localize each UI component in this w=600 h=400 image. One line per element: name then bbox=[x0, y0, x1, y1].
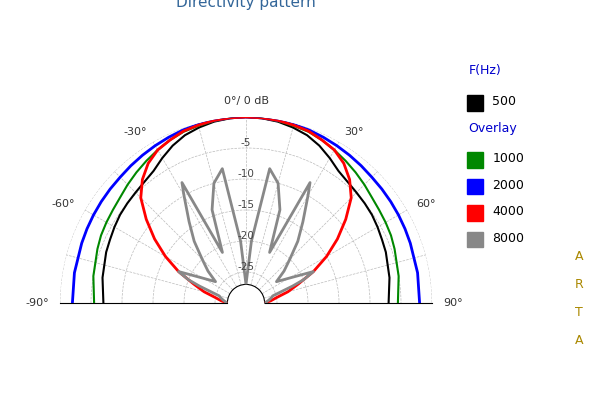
Text: -30°: -30° bbox=[124, 127, 148, 137]
Text: Overlay: Overlay bbox=[469, 122, 517, 134]
Text: -15: -15 bbox=[238, 200, 254, 210]
Text: -20: -20 bbox=[238, 231, 254, 241]
Bar bbox=[467, 95, 484, 110]
Text: A: A bbox=[575, 250, 583, 263]
Text: A: A bbox=[575, 334, 583, 347]
Text: R: R bbox=[575, 278, 583, 291]
Text: 60°: 60° bbox=[417, 200, 436, 210]
Text: 8000: 8000 bbox=[492, 232, 524, 244]
Text: 30°: 30° bbox=[344, 127, 364, 137]
Text: 1000: 1000 bbox=[492, 152, 524, 166]
Title: Directivity pattern: Directivity pattern bbox=[176, 0, 316, 10]
Text: T: T bbox=[575, 306, 583, 319]
Text: 500: 500 bbox=[492, 95, 516, 108]
Text: 2000: 2000 bbox=[492, 179, 524, 192]
Text: -5: -5 bbox=[241, 138, 251, 148]
Bar bbox=[467, 205, 484, 221]
Text: -90°: -90° bbox=[25, 298, 49, 308]
Text: F(Hz): F(Hz) bbox=[469, 64, 501, 77]
Text: -25: -25 bbox=[238, 262, 254, 272]
Bar bbox=[467, 232, 484, 247]
Bar bbox=[467, 179, 484, 194]
Text: 90°: 90° bbox=[443, 298, 463, 308]
Text: 4000: 4000 bbox=[492, 205, 524, 218]
Text: -10: -10 bbox=[238, 169, 254, 179]
Text: 0°/ 0 dB: 0°/ 0 dB bbox=[224, 96, 269, 106]
Text: -60°: -60° bbox=[52, 200, 75, 210]
Bar bbox=[467, 152, 484, 168]
